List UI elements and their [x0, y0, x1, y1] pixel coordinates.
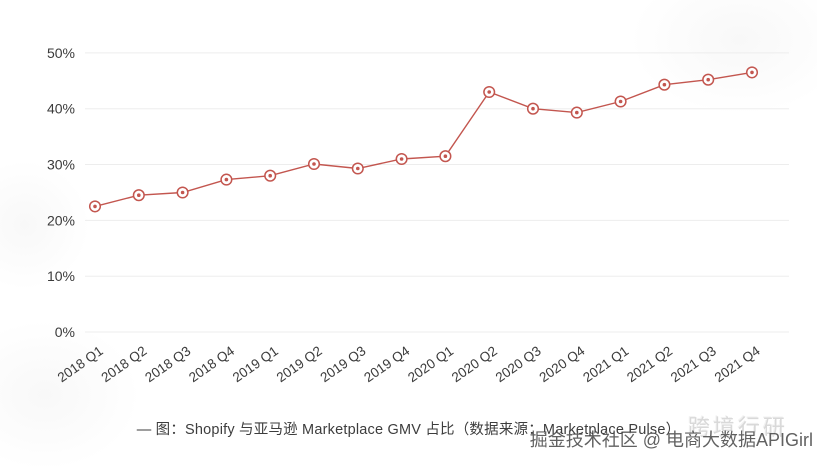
y-axis-tick-label: 30%	[47, 157, 75, 173]
data-point-dot	[618, 99, 623, 104]
data-point-dot	[443, 154, 448, 158]
x-axis-tick-label: 2019 Q4	[361, 343, 412, 385]
data-point-dot	[575, 110, 579, 115]
gmv-ratio-line	[94, 71, 753, 208]
x-axis-tick-label: 2020 Q1	[405, 343, 456, 385]
data-point-dot	[268, 173, 273, 178]
x-axis-tick-label: 2019 Q3	[317, 343, 368, 385]
data-point-dot	[312, 162, 316, 166]
data-point-dot	[662, 82, 667, 87]
data-point-dot	[399, 157, 404, 161]
x-axis-tick-label: 2021 Q2	[624, 343, 675, 385]
y-axis-tick-label: 20%	[47, 212, 75, 228]
x-axis-tick-label: 2020 Q4	[536, 343, 587, 385]
data-point-dot	[750, 70, 754, 75]
data-point-dot	[224, 177, 229, 182]
data-point-dot	[531, 106, 535, 111]
x-axis-tick-label: 2018 Q3	[142, 343, 193, 385]
data-point-dot	[487, 90, 492, 94]
x-axis-tick-label: 2021 Q3	[668, 343, 719, 385]
watermark-juejin-text: 掘金技术社区 @ 电商大数据APIGirl	[529, 430, 813, 450]
x-axis-tick-label: 2018 Q2	[98, 343, 149, 385]
caption-text: — 图：Shopify 与亚马逊 Marketplace GMV 占比（数据来源…	[136, 422, 681, 438]
data-point-dot	[706, 77, 710, 82]
data-point-dot	[356, 166, 360, 171]
watermark-kuajing-text: 跨境行研	[688, 415, 789, 440]
data-point-dot	[93, 204, 97, 209]
x-axis-tick-label: 2021 Q4	[712, 343, 763, 385]
data-point-dot	[180, 190, 185, 195]
x-axis-tick-label: 2020 Q3	[493, 343, 544, 385]
x-axis-tick-label: 2018 Q1	[55, 343, 106, 385]
x-axis-tick-label: 2020 Q2	[449, 343, 500, 385]
y-axis-tick-label: 40%	[47, 101, 75, 117]
chart-caption: — 图：Shopify 与亚马逊 Marketplace GMV 占比（数据来源…	[0, 418, 817, 439]
y-axis-tick-label: 0%	[55, 324, 75, 340]
x-axis-tick-label: 2018 Q4	[186, 343, 237, 385]
x-axis-tick-label: 2019 Q1	[230, 343, 281, 385]
y-axis-tick-label: 10%	[47, 268, 75, 284]
x-axis-tick-label: 2021 Q1	[580, 343, 631, 385]
x-axis-tick-label: 2019 Q2	[274, 343, 325, 385]
y-axis-tick-label: 50%	[47, 45, 75, 61]
data-point-dot	[137, 193, 141, 197]
